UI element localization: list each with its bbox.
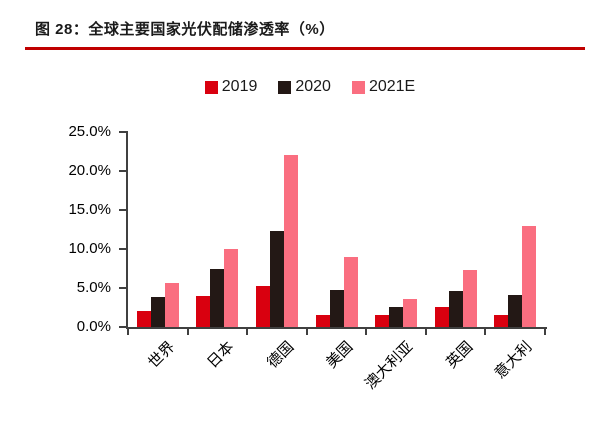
x-tick-mark <box>544 329 546 335</box>
bar-2019-世界 <box>136 311 151 327</box>
legend-swatch-icon <box>278 80 292 94</box>
legend-item-2019: 2019 <box>204 78 258 95</box>
bar-group-德国 <box>247 132 307 327</box>
legend-item-2020: 2020 <box>278 79 331 95</box>
x-tick-mark <box>305 329 308 335</box>
bar-2021E-意大利 <box>522 225 537 327</box>
bar-2019-澳大利亚 <box>375 314 390 327</box>
x-category-label-澳大利亚: 澳大利亚 <box>361 338 417 393</box>
bar-group-澳大利亚 <box>366 132 426 327</box>
plot-area <box>128 132 545 327</box>
bar-2021E-澳大利亚 <box>403 298 418 327</box>
x-category-label-世界: 世界 <box>144 338 179 372</box>
bar-2020-世界 <box>150 297 165 327</box>
bar-group-世界 <box>128 132 188 327</box>
y-tick-mark <box>119 326 126 328</box>
bar-group-英国 <box>426 132 486 327</box>
title-accent-rule <box>25 47 585 50</box>
y-tick-mark <box>119 248 126 250</box>
bar-2021E-世界 <box>164 282 179 327</box>
y-axis-line <box>126 131 128 328</box>
y-tick-label: 15.0% <box>68 201 111 218</box>
figure-title: 图 28：全球主要国家光伏配储渗透率（%） <box>35 21 335 38</box>
y-tick-mark <box>119 131 126 133</box>
x-tick-mark <box>186 329 189 335</box>
bar-2020-澳大利亚 <box>389 306 404 327</box>
x-tick-mark <box>484 329 487 335</box>
bar-group-意大利 <box>485 132 545 327</box>
x-tick-mark <box>127 329 129 335</box>
x-category-label-德国: 德国 <box>264 338 298 372</box>
y-tick-label: 25.0% <box>68 123 111 140</box>
y-tick-label: 10.0% <box>68 240 111 257</box>
y-tick-mark <box>119 287 126 289</box>
chart-legend: 2019 2020 2021E <box>100 77 520 97</box>
x-category-label-意大利: 意大利 <box>491 338 536 383</box>
bar-2020-美国 <box>329 290 344 327</box>
legend-swatch-icon <box>351 80 365 94</box>
x-category-label-日本: 日本 <box>204 338 238 372</box>
y-tick-label: 0.0% <box>76 318 111 335</box>
x-tick-mark <box>424 329 427 335</box>
bar-2019-意大利 <box>494 314 509 327</box>
bar-2021E-德国 <box>283 154 298 327</box>
bar-group-日本 <box>188 132 248 327</box>
legend-swatch-icon <box>204 80 218 94</box>
bar-2020-英国 <box>448 291 463 327</box>
bar-2021E-英国 <box>462 270 477 327</box>
bar-2020-德国 <box>269 231 284 327</box>
bar-2019-美国 <box>315 314 330 327</box>
bar-2020-意大利 <box>508 295 523 327</box>
y-tick-label: 5.0% <box>76 279 111 296</box>
bar-2020-日本 <box>210 268 225 327</box>
y-tick-mark <box>119 209 126 211</box>
legend-label: 2019 <box>221 78 258 95</box>
x-category-label-美国: 美国 <box>323 338 357 372</box>
x-category-label-英国: 英国 <box>442 338 476 372</box>
bar-group-美国 <box>307 132 367 327</box>
x-axis-line <box>126 327 547 329</box>
bar-2019-日本 <box>196 295 211 327</box>
bar-2019-英国 <box>434 306 449 327</box>
legend-label: 2020 <box>295 78 331 95</box>
x-tick-mark <box>246 329 249 335</box>
legend-label: 2021E <box>368 78 416 95</box>
bar-2021E-美国 <box>343 256 358 327</box>
y-tick-mark <box>119 170 126 172</box>
legend-item-2021E: 2021E <box>351 78 416 95</box>
bar-2021E-日本 <box>224 249 239 327</box>
x-tick-mark <box>365 329 368 335</box>
bar-2019-德国 <box>255 286 270 327</box>
y-tick-label: 20.0% <box>68 162 111 179</box>
